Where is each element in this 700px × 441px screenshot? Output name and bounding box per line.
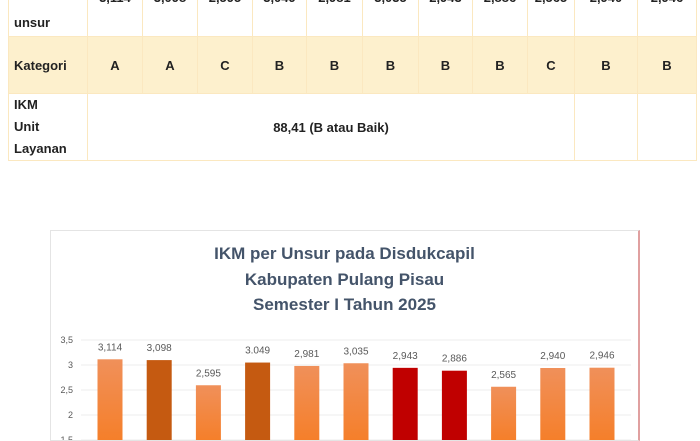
bar xyxy=(245,362,271,440)
unsur-value: 2,946 xyxy=(639,1,696,6)
data-label: 3,098 xyxy=(147,343,172,354)
data-label: 3,035 xyxy=(343,346,368,357)
unsur-value: 3,035 xyxy=(364,1,418,6)
kategori-value: B xyxy=(574,36,638,94)
unsur-value-cell: 3,035 xyxy=(362,0,419,37)
label-kategori: Kategori xyxy=(8,36,88,94)
unsur-value: 2,886 xyxy=(474,1,527,6)
data-label: 2,946 xyxy=(589,351,614,362)
unsur-value: 3,114 xyxy=(89,1,142,6)
unsur-value-cell: 2,940 xyxy=(574,0,638,37)
y-tick-label: 2 xyxy=(68,410,73,420)
title-line: Kabupaten Pulang Pisau xyxy=(244,269,445,289)
unsur-value-cell: 2,946 xyxy=(637,0,697,37)
bar xyxy=(441,370,467,440)
unsur-value: 2,565 xyxy=(529,1,574,6)
bar xyxy=(343,363,369,440)
bar xyxy=(294,365,320,440)
data-label: 2,886 xyxy=(442,354,467,365)
kategori-value: B xyxy=(472,36,528,94)
row-ikm-unit-layanan: IKM Unit Layanan 88,41 (B atau Baik) xyxy=(8,93,697,161)
unsur-value-cell: 2,981 xyxy=(306,0,363,37)
bar xyxy=(491,386,517,440)
unsur-value-cell: 2,943 xyxy=(418,0,473,37)
title-line: IKM per Unsur pada Disdukcapil xyxy=(214,244,475,263)
unsur-value: 2,940 xyxy=(576,1,637,6)
data-label: 2,595 xyxy=(196,368,221,379)
kategori-value: C xyxy=(527,36,575,94)
kategori-value: B xyxy=(306,36,363,94)
ikm-table: unsur 3,1143,0982,5953,0492,9813,0352,94… xyxy=(8,0,697,161)
label-unsur: unsur xyxy=(14,15,51,30)
data-label: 3,114 xyxy=(98,342,123,353)
ikm-bar-chart: IKM per Unsur pada Disdukcapil Kabupaten… xyxy=(50,230,640,441)
unsur-value-cell: 2,595 xyxy=(197,0,253,37)
unsur-value-cell: 3,049 xyxy=(252,0,307,37)
kategori-value: C xyxy=(197,36,253,94)
label-line: IKM xyxy=(14,97,38,112)
y-tick-label: 1,5 xyxy=(60,435,73,440)
unsur-value-cell: 2,565 xyxy=(527,0,575,37)
kategori-value: B xyxy=(418,36,473,94)
label-line: Layanan xyxy=(14,141,67,156)
unsur-value: 2,943 xyxy=(420,1,472,6)
label-line: Unit xyxy=(14,119,40,134)
row-nilai-unsur: unsur 3,1143,0982,5953,0492,9813,0352,94… xyxy=(8,0,697,37)
data-label: 2,565 xyxy=(491,370,516,381)
empty-cell xyxy=(637,93,697,161)
bar xyxy=(146,360,172,440)
ikm-value: 88,41 (B atau Baik) xyxy=(87,93,575,161)
unsur-value: 2,595 xyxy=(199,1,252,6)
unsur-value: 3,049 xyxy=(254,1,306,6)
data-label: 3.049 xyxy=(245,346,270,357)
unsur-value: 3,098 xyxy=(144,1,197,6)
y-tick-label: 3 xyxy=(68,360,73,370)
empty-cell xyxy=(574,93,638,161)
y-tick-label: 2,5 xyxy=(60,385,73,395)
data-label: 2,940 xyxy=(540,351,565,362)
kategori-value: A xyxy=(142,36,198,94)
unsur-value-cell: 3,114 xyxy=(87,0,143,37)
unsur-value-cell: 2,886 xyxy=(472,0,528,37)
unsur-value: 2,981 xyxy=(308,1,362,6)
row-label: unsur xyxy=(8,0,88,37)
kategori-value: B xyxy=(362,36,419,94)
unsur-value-cell: 3,098 xyxy=(142,0,198,37)
title-line: Semester I Tahun 2025 xyxy=(253,295,436,314)
kategori-value: B xyxy=(252,36,307,94)
y-tick-label: 3,5 xyxy=(60,335,73,345)
chart-title: IKM per Unsur pada Disdukcapil Kabupaten… xyxy=(51,241,638,318)
bar xyxy=(589,367,615,440)
label-ikm: IKM Unit Layanan xyxy=(8,93,88,161)
data-label: 2,943 xyxy=(393,351,418,362)
bar xyxy=(540,368,566,440)
bar xyxy=(97,359,123,440)
data-label: 2,981 xyxy=(294,349,319,360)
kategori-value: B xyxy=(637,36,697,94)
kategori-value: A xyxy=(87,36,143,94)
bar xyxy=(195,385,221,440)
bar xyxy=(392,367,418,440)
plot-area: 3,5 3 2,5 2 1,5 3,114 3,098 2,595 3.049 2,981 3,03… xyxy=(60,335,631,440)
